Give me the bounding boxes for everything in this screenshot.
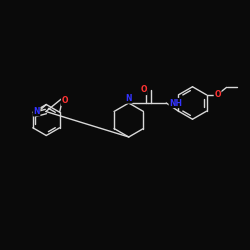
Text: O: O (62, 96, 68, 105)
Text: O: O (214, 90, 221, 99)
Text: NH: NH (169, 98, 182, 108)
Text: N: N (33, 107, 40, 116)
Text: O: O (140, 86, 147, 94)
Text: N: N (126, 94, 132, 103)
